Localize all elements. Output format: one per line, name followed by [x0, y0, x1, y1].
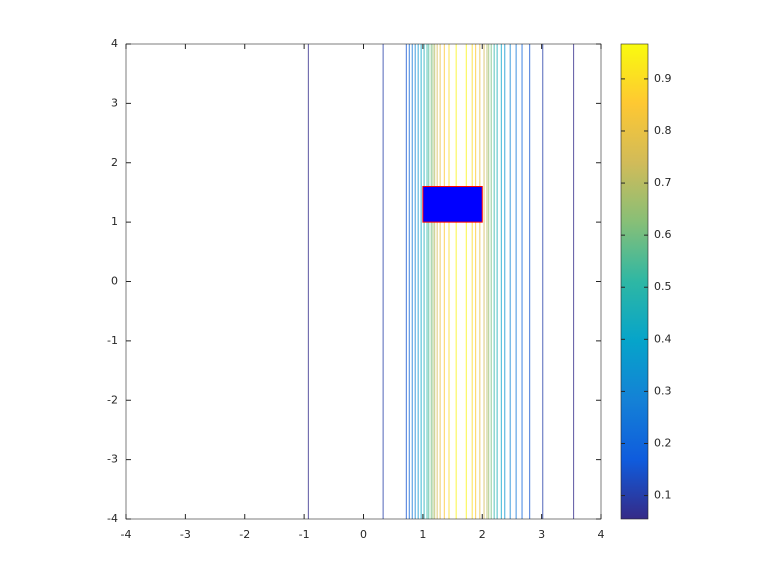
x-tick-label: -4: [121, 528, 132, 541]
colorbar-tick-label: 0.6: [654, 228, 672, 241]
colorbar-tick-label: 0.2: [654, 436, 672, 449]
y-tick-label: -4: [107, 512, 118, 525]
colorbar: [620, 43, 649, 520]
y-tick-label: 4: [111, 37, 118, 50]
colorbar-tick-label: 0.4: [654, 332, 672, 345]
y-tick-label: 0: [111, 275, 118, 288]
y-tick-label: 1: [111, 215, 118, 228]
x-tick-label: 3: [538, 528, 545, 541]
x-tick-label: -1: [299, 528, 310, 541]
y-tick-label: -1: [107, 334, 118, 347]
x-tick-label: -2: [239, 528, 250, 541]
y-tick-label: -3: [107, 453, 118, 466]
colorbar-tick-label: 0.8: [654, 124, 672, 137]
x-tick-label: 0: [360, 528, 367, 541]
colorbar-tick-label: 0.1: [654, 489, 672, 502]
x-tick-label: 1: [419, 528, 426, 541]
rectangle: [422, 186, 483, 223]
colorbar-tick-label: 0.7: [654, 176, 672, 189]
y-tick-label: -2: [107, 393, 118, 406]
colorbar-tick-label: 0.9: [654, 72, 672, 85]
y-tick-label: 2: [111, 156, 118, 169]
x-tick-label: -3: [180, 528, 191, 541]
colorbar-tick-label: 0.5: [654, 280, 672, 293]
x-tick-label: 2: [479, 528, 486, 541]
y-tick-label: 3: [111, 96, 118, 109]
x-tick-label: 4: [598, 528, 605, 541]
colorbar-tick-label: 0.3: [654, 384, 672, 397]
